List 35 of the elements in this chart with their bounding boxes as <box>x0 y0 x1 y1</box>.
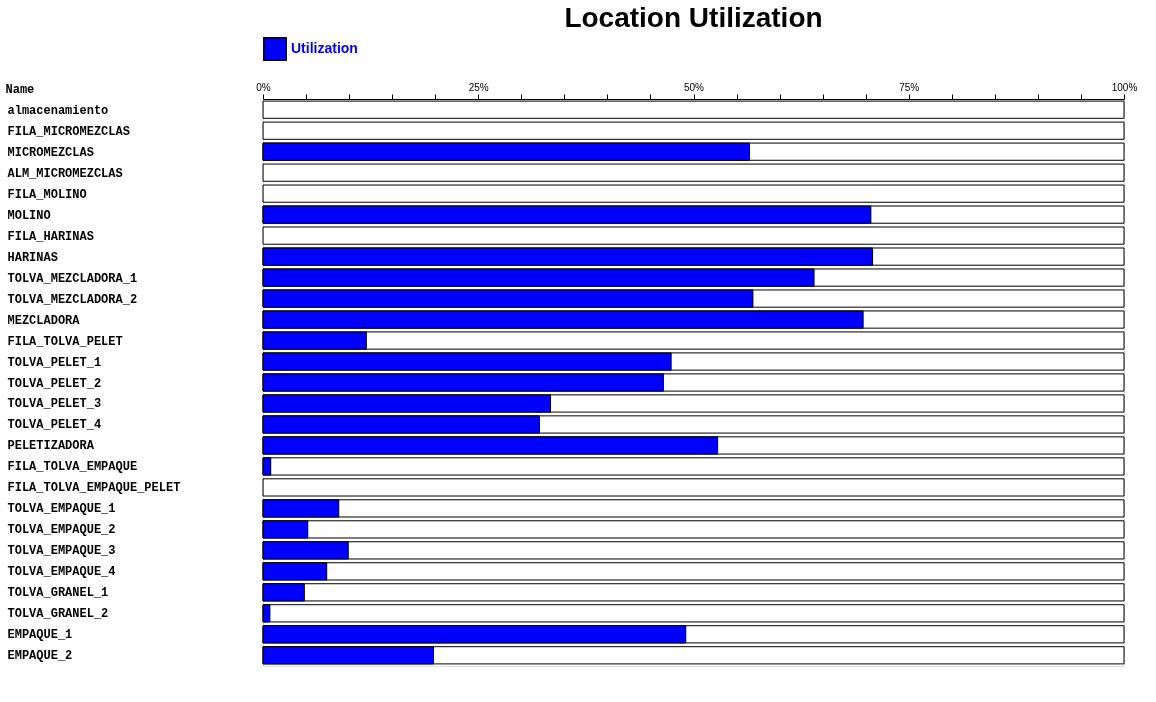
y-tick-label: TOLVA_GRANEL_2 <box>7 607 109 622</box>
x-tick-label: 75% <box>899 81 920 93</box>
y-tick-label: PELETIZADORA <box>7 439 95 454</box>
x-tick-label: 50% <box>683 81 705 93</box>
y-tick-label: TOLVA_EMPAQUE_4 <box>7 565 116 580</box>
y-tick-label: TOLVA_EMPAQUE_2 <box>7 523 116 538</box>
y-tick-label: FILA_TOLVA_PELET <box>7 334 123 349</box>
y-tick-label: MEZCLADORA <box>7 313 81 328</box>
x-tick-label: 25% <box>468 81 489 93</box>
y-tick-label: TOLVA_PELET_1 <box>7 355 102 370</box>
y-tick-label: EMPAQUE_1 <box>7 628 73 643</box>
y-tick-label: FILA_TOLVA_EMPAQUE_PELET <box>7 481 181 496</box>
y-tick-label: FILA_MICROMEZCLAS <box>7 124 130 139</box>
y-tick-label: FILA_MOLINO <box>7 187 87 202</box>
y-tick-label: TOLVA_GRANEL_1 <box>7 586 109 601</box>
y-tick-label: TOLVA_PELET_4 <box>7 418 102 433</box>
legend-label: Utilization <box>291 40 358 56</box>
y-tick-label: TOLVA_MEZCLADORA_2 <box>7 292 138 307</box>
y-tick-label: TOLVA_PELET_3 <box>7 397 102 412</box>
y-axis-title: Name <box>5 82 35 97</box>
y-tick-label: almacenamiento <box>7 103 109 118</box>
y-tick-label: MOLINO <box>7 208 51 223</box>
y-tick-label: FILA_TOLVA_EMPAQUE <box>7 460 138 475</box>
y-tick-label: TOLVA_EMPAQUE_3 <box>7 544 116 559</box>
y-tick-label: ALM_MICROMEZCLAS <box>7 166 123 181</box>
y-tick-label: TOLVA_PELET_2 <box>7 376 102 391</box>
x-tick-label: 0% <box>256 81 271 93</box>
y-tick-label: FILA_HARINAS <box>7 229 94 244</box>
y-tick-label: TOLVA_MEZCLADORA_1 <box>7 271 138 286</box>
y-tick-label: HARINAS <box>7 250 58 265</box>
y-tick-label: MICROMEZCLAS <box>7 145 94 160</box>
y-tick-label: EMPAQUE_2 <box>7 649 73 664</box>
chart-title: Location Utilization <box>564 2 823 33</box>
y-tick-label: TOLVA_EMPAQUE_1 <box>7 502 116 517</box>
x-tick-label: 100% <box>1111 81 1138 93</box>
